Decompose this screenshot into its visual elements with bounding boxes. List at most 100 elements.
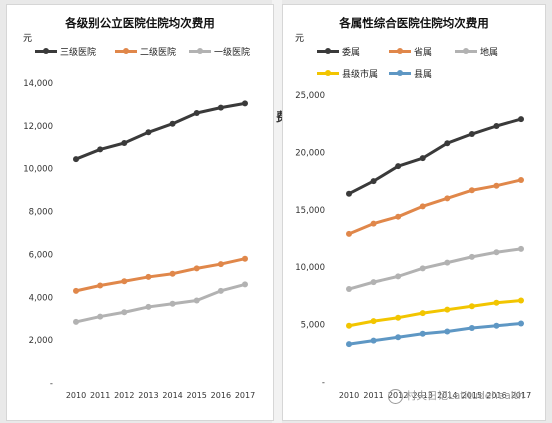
chart2-xtick-label-1: 2011 — [363, 391, 383, 400]
chart1-series-2-point-3 — [145, 303, 152, 310]
chart2-legend-swatch-1 — [389, 48, 411, 54]
chart2-xtick-label-0: 2010 — [339, 391, 359, 400]
chart1-series-2-point-2 — [121, 309, 128, 316]
chart1-series-0-point-6 — [217, 104, 224, 111]
chart2-series-2-point-1 — [370, 279, 377, 286]
chart2-series-1-point-3 — [419, 203, 426, 210]
chart2-legend-swatch-0 — [317, 48, 339, 54]
chart2-series-0-point-6 — [493, 122, 500, 129]
chart1-legend-item-2: 一级医院 — [189, 45, 250, 58]
chart2-xtick-label-7: 2017 — [511, 391, 531, 400]
chart2-series-4-point-3 — [419, 330, 426, 337]
chart1-plot: - 2,000 4,000 6,000 8,000 10,000 12,000 14,000 2… — [23, 79, 255, 400]
chart1-series-1-point-2 — [121, 278, 128, 285]
chart1-series-1-point-1 — [97, 282, 104, 289]
background-screenshot-strip — [272, 0, 282, 423]
chart2-series-4-point-1 — [370, 337, 377, 344]
chart2-series-4-point-5 — [468, 325, 475, 332]
chart2-series-2-point-4 — [444, 259, 451, 266]
chart2-ytick-label-3: 15,000 — [295, 206, 325, 216]
chart1-series-2-point-0 — [73, 318, 79, 325]
chart2-legend-item-4: 县属 — [389, 67, 432, 80]
chart1-legend-swatch-1 — [115, 48, 137, 54]
chart2-series-3-point-5 — [468, 303, 475, 310]
chart1-series-line-0 — [75, 101, 246, 161]
chart1-series-line-1 — [75, 257, 246, 293]
chart1-series-2-point-4 — [169, 300, 176, 307]
chart2-series-4-point-7 — [518, 320, 524, 327]
chart2-series-0-point-2 — [395, 163, 402, 170]
chart2-series-1-point-5 — [468, 187, 475, 194]
chart2-series-3-point-3 — [419, 310, 426, 317]
chart2-series-line-3 — [348, 298, 522, 328]
chart1-series-0-point-4 — [169, 120, 176, 127]
chart2-series-0-point-1 — [370, 178, 377, 185]
chart-panel-hospital-affiliation: 各属性综合医院住院均次费用 元 委属 省属 地属 县级市属 县属 - 5,000 1… — [282, 4, 546, 421]
chart1-series-0-point-2 — [121, 140, 128, 146]
chart1-series-2-point-1 — [97, 313, 104, 320]
chart1-series-1-point-0 — [73, 287, 79, 294]
chart2-series-line-1 — [348, 178, 522, 236]
chart1-series-2-point-6 — [217, 287, 224, 294]
chart1-ytick-label-4: 8,000 — [29, 208, 53, 218]
chart1-series-2-point-7 — [242, 281, 248, 288]
chart1-xtick-label-3: 2013 — [138, 391, 158, 400]
chart1-ytick-label-1: 2,000 — [29, 336, 53, 346]
watermark: 村夫日记Latitudehealth — [388, 388, 524, 404]
chart1-series-1-point-5 — [193, 265, 200, 272]
chart1-series-0-point-0 — [73, 156, 79, 163]
chart1-xtick-label-4: 2014 — [162, 391, 182, 400]
chart2-series-4-point-2 — [395, 334, 402, 341]
chart1-unit-label: 元 — [23, 34, 33, 44]
chart2-legend-swatch-4 — [389, 70, 411, 76]
chart1-xtick-label-7: 2017 — [235, 391, 255, 400]
chart2-series-3-point-7 — [518, 297, 524, 304]
chart2-legend-swatch-3 — [317, 70, 339, 76]
chart1-ytick-label-6: 12,000 — [23, 122, 53, 132]
chart2-legend-item-0: 委属 — [317, 45, 360, 58]
chart2-series-line-4 — [348, 321, 522, 346]
chart1-xtick-label-2: 2012 — [114, 391, 134, 400]
chart1-series-1-point-7 — [242, 255, 248, 262]
chart1-legend-swatch-0 — [35, 48, 57, 54]
chart2-series-1-point-6 — [493, 182, 500, 189]
chart-panel-hospital-level: 各级别公立医院住院均次费用 元 三级医院 二级医院 一级医院 - 2,000 4,0… — [6, 4, 274, 421]
chart1-xtick-label-1: 2011 — [90, 391, 110, 400]
chart1-legend-item-0: 三级医院 — [35, 45, 96, 58]
wechat-logo-icon — [388, 388, 403, 404]
chart1-series-line-2 — [75, 282, 246, 324]
chart2-series-2-point-0 — [346, 286, 352, 293]
chart2-series-1-point-2 — [395, 213, 402, 220]
chart2-unit-label: 元 — [295, 34, 305, 44]
chart1-xtick-label-0: 2010 — [66, 391, 86, 400]
chart2-xtick-label-6: 2016 — [486, 391, 506, 400]
chart1-series-2-point-5 — [193, 297, 200, 304]
chart2-series-2-point-7 — [518, 245, 524, 252]
chart2-series-2-point-6 — [493, 249, 500, 256]
chart2-series-0-point-5 — [468, 131, 475, 138]
chart2-series-2-point-5 — [468, 253, 475, 260]
chart2-series-0-point-4 — [444, 140, 451, 147]
chart2-legend-swatch-2 — [455, 48, 477, 54]
chart2-series-2-point-2 — [395, 273, 402, 280]
chart2-series-3-point-4 — [444, 306, 451, 313]
chart2-legend-item-2: 地属 — [455, 45, 498, 58]
chart1-legend-swatch-2 — [189, 48, 211, 54]
chart2-series-1-point-4 — [444, 195, 451, 202]
chart2-xtick-label-3: 2013 — [413, 391, 433, 400]
chart2-series-4-point-4 — [444, 328, 451, 335]
chart1-series-0-point-3 — [145, 129, 152, 136]
chart2-series-3-point-6 — [493, 299, 500, 306]
chart2-series-3-point-2 — [395, 314, 402, 321]
chart1-series-0-point-7 — [242, 100, 248, 107]
chart2-legend-item-1: 省属 — [389, 45, 432, 58]
chart1-ytick-label-0: - — [50, 379, 53, 389]
chart2-series-0-point-3 — [419, 155, 426, 162]
chart1-series-1-point-4 — [169, 270, 176, 277]
chart2-legend-item-3: 县级市属 — [317, 67, 378, 80]
chart2-title: 各属性综合医院住院均次费用 — [339, 16, 489, 30]
chart1-series-1-point-3 — [145, 273, 152, 280]
chart1-ytick-label-2: 4,000 — [29, 293, 53, 303]
chart1-xtick-label-5: 2015 — [187, 391, 207, 400]
chart2-xtick-label-5: 2015 — [462, 391, 482, 400]
